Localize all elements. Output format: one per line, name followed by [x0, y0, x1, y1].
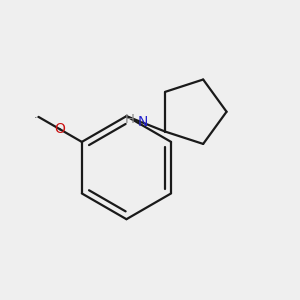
Text: N: N: [137, 115, 148, 129]
Text: methoxy: methoxy: [35, 116, 42, 118]
Text: O: O: [55, 122, 66, 136]
Text: H: H: [125, 112, 135, 126]
